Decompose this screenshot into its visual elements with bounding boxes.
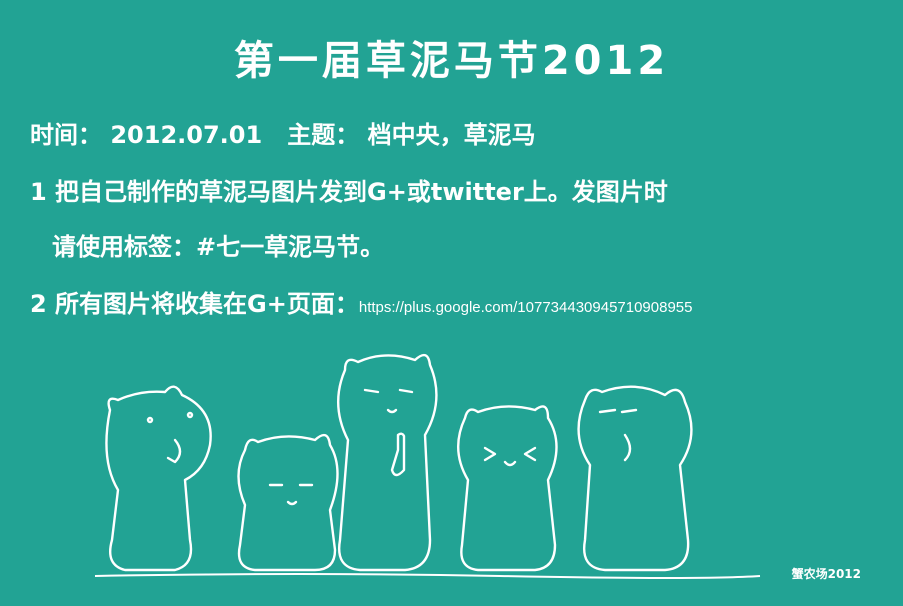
alpaca-3-drawing bbox=[336, 353, 438, 572]
instruction-1: 1 把自己制作的草泥马图片发到G+或twitter上。发图片时 bbox=[30, 178, 668, 206]
instruction-2: 2 所有图片将收集在G+页面：https://plus.google.com/1… bbox=[30, 284, 693, 319]
instruction-2-text: 2 所有图片将收集在G+页面： bbox=[30, 290, 359, 318]
date-label: 时间： bbox=[30, 121, 102, 149]
instruction-1-continued: 请使用标签：#七一草泥马节。 bbox=[52, 233, 385, 261]
page-title: 第一届草泥马节2012 bbox=[233, 38, 670, 84]
theme-label: 主题： bbox=[287, 121, 360, 149]
alpaca-illustration bbox=[94, 353, 761, 579]
artist-signature: 蟹农场2012 bbox=[791, 567, 861, 581]
gplus-url-link[interactable]: https://plus.google.com/1077344309457109… bbox=[358, 299, 693, 316]
date-value: 2012.07.01 bbox=[110, 121, 263, 149]
alpaca-5-drawing bbox=[577, 385, 693, 572]
alpaca-2-drawing bbox=[237, 433, 339, 572]
alpaca-1-drawing bbox=[105, 385, 212, 572]
alpaca-4-drawing bbox=[456, 405, 558, 572]
theme-value: 档中央，草泥马 bbox=[367, 121, 536, 149]
date-theme-line: 时间： 2012.07.01 主题： 档中央，草泥马 bbox=[30, 115, 536, 150]
